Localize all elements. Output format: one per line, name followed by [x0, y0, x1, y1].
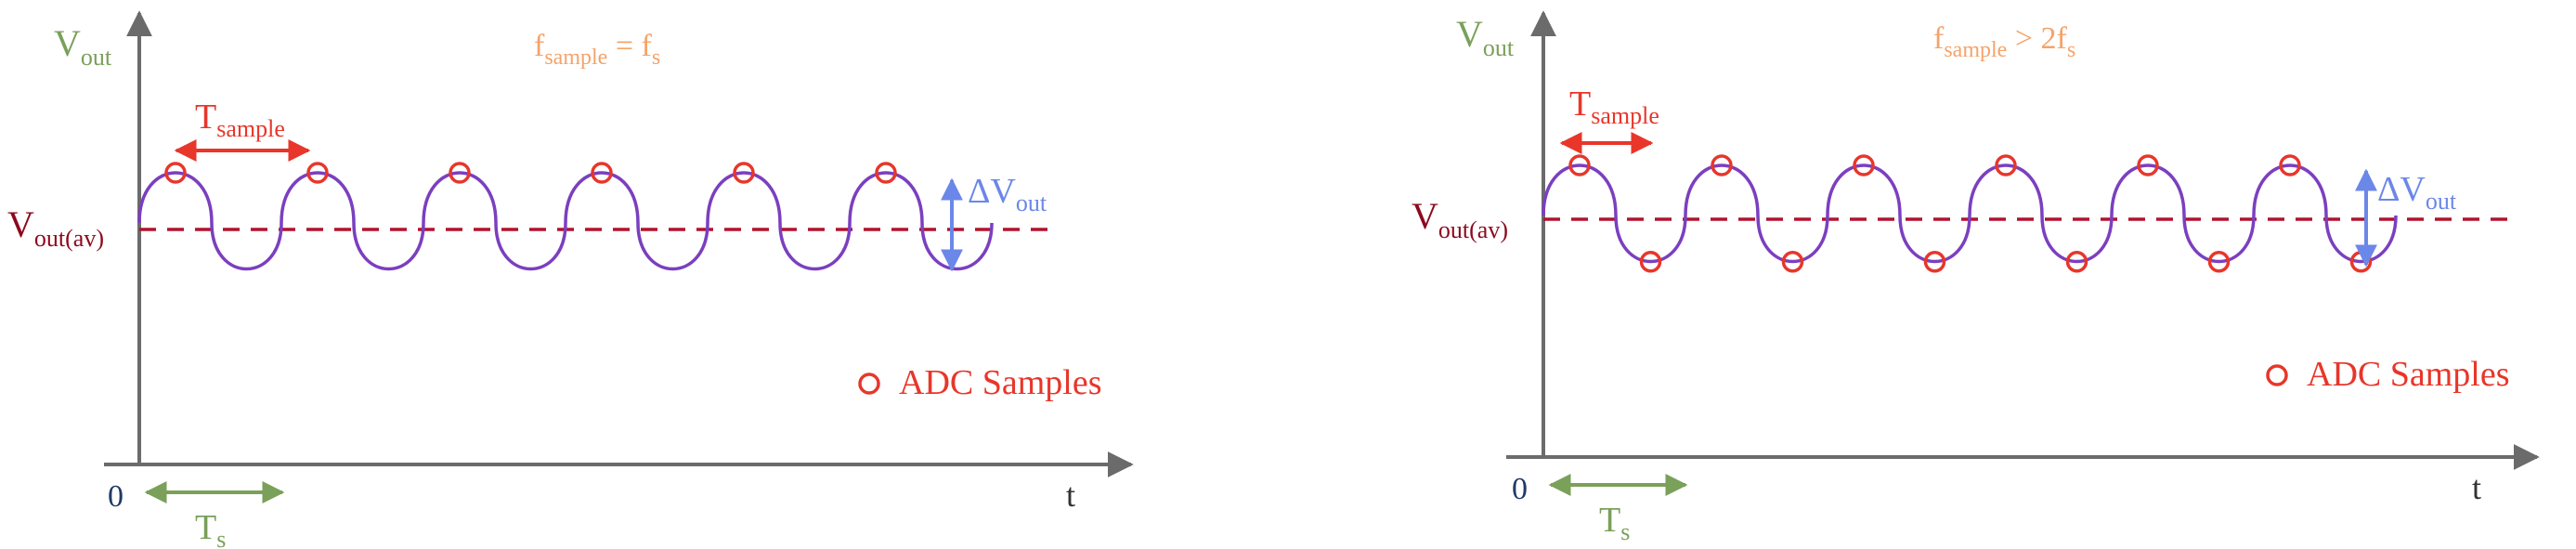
- tsample-label: Tsample: [1569, 85, 1659, 129]
- adc-sample-marker: [2065, 251, 2088, 273]
- adc-sample-marker: [1781, 251, 1804, 273]
- legend-label: ADC Samples: [899, 363, 1102, 402]
- output-waveform: [137, 171, 994, 271]
- adc-sample-marker: [449, 162, 471, 184]
- delta-vout-label: ΔVout: [968, 172, 1047, 216]
- origin-label: 0: [108, 479, 124, 514]
- vout-avg-label: Vout(av): [7, 203, 104, 252]
- sampling-condition: fsample = fs: [534, 29, 660, 70]
- adc-sample-marker: [164, 162, 187, 184]
- y-axis-label: Vout: [54, 22, 112, 71]
- adc-sample-marker: [1923, 251, 1946, 273]
- adc-sample-marker: [875, 162, 897, 184]
- adc-sample-marker: [1995, 154, 2017, 176]
- panel-right: Vout fsample > 2fs Tsample Vout(av) ΔVou…: [1412, 10, 2540, 545]
- ts-label: Ts: [1599, 501, 1630, 545]
- adc-sample-marker: [591, 162, 613, 184]
- adc-sample-marker: [1568, 154, 1591, 176]
- y-axis-label: Vout: [1456, 13, 1515, 61]
- adc-sample-marker: [1853, 154, 1875, 176]
- legend-label: ADC Samples: [2307, 355, 2510, 394]
- sampling-condition: fsample > 2fs: [1933, 21, 2075, 62]
- adc-sample-marker: [306, 162, 329, 184]
- adc-sample-group: [164, 162, 897, 184]
- legend-sample-marker: [858, 373, 880, 395]
- adc-sample-marker: [733, 162, 755, 184]
- tsample-label: Tsample: [195, 98, 285, 142]
- panel-left: Vout fsample = fs Tsample Vout(av) ΔVout…: [7, 10, 1134, 549]
- output-waveform: [1542, 163, 2398, 264]
- adc-sample-marker: [2279, 154, 2301, 176]
- delta-vout-label: ΔVout: [2377, 170, 2457, 215]
- t-axis-label: t: [2472, 469, 2481, 506]
- adc-sample-marker: [1639, 251, 1662, 273]
- origin-label: 0: [1512, 472, 1528, 506]
- adc-sample-marker: [2137, 154, 2159, 176]
- t-axis-label: t: [1066, 477, 1075, 514]
- adc-sample-marker: [2207, 251, 2231, 273]
- adc-sample-marker: [1711, 154, 1733, 176]
- legend-sample-marker: [2266, 364, 2288, 386]
- vout-avg-label: Vout(av): [1412, 195, 1508, 243]
- ts-label: Ts: [195, 508, 226, 549]
- adc-sample-group: [1568, 154, 2373, 273]
